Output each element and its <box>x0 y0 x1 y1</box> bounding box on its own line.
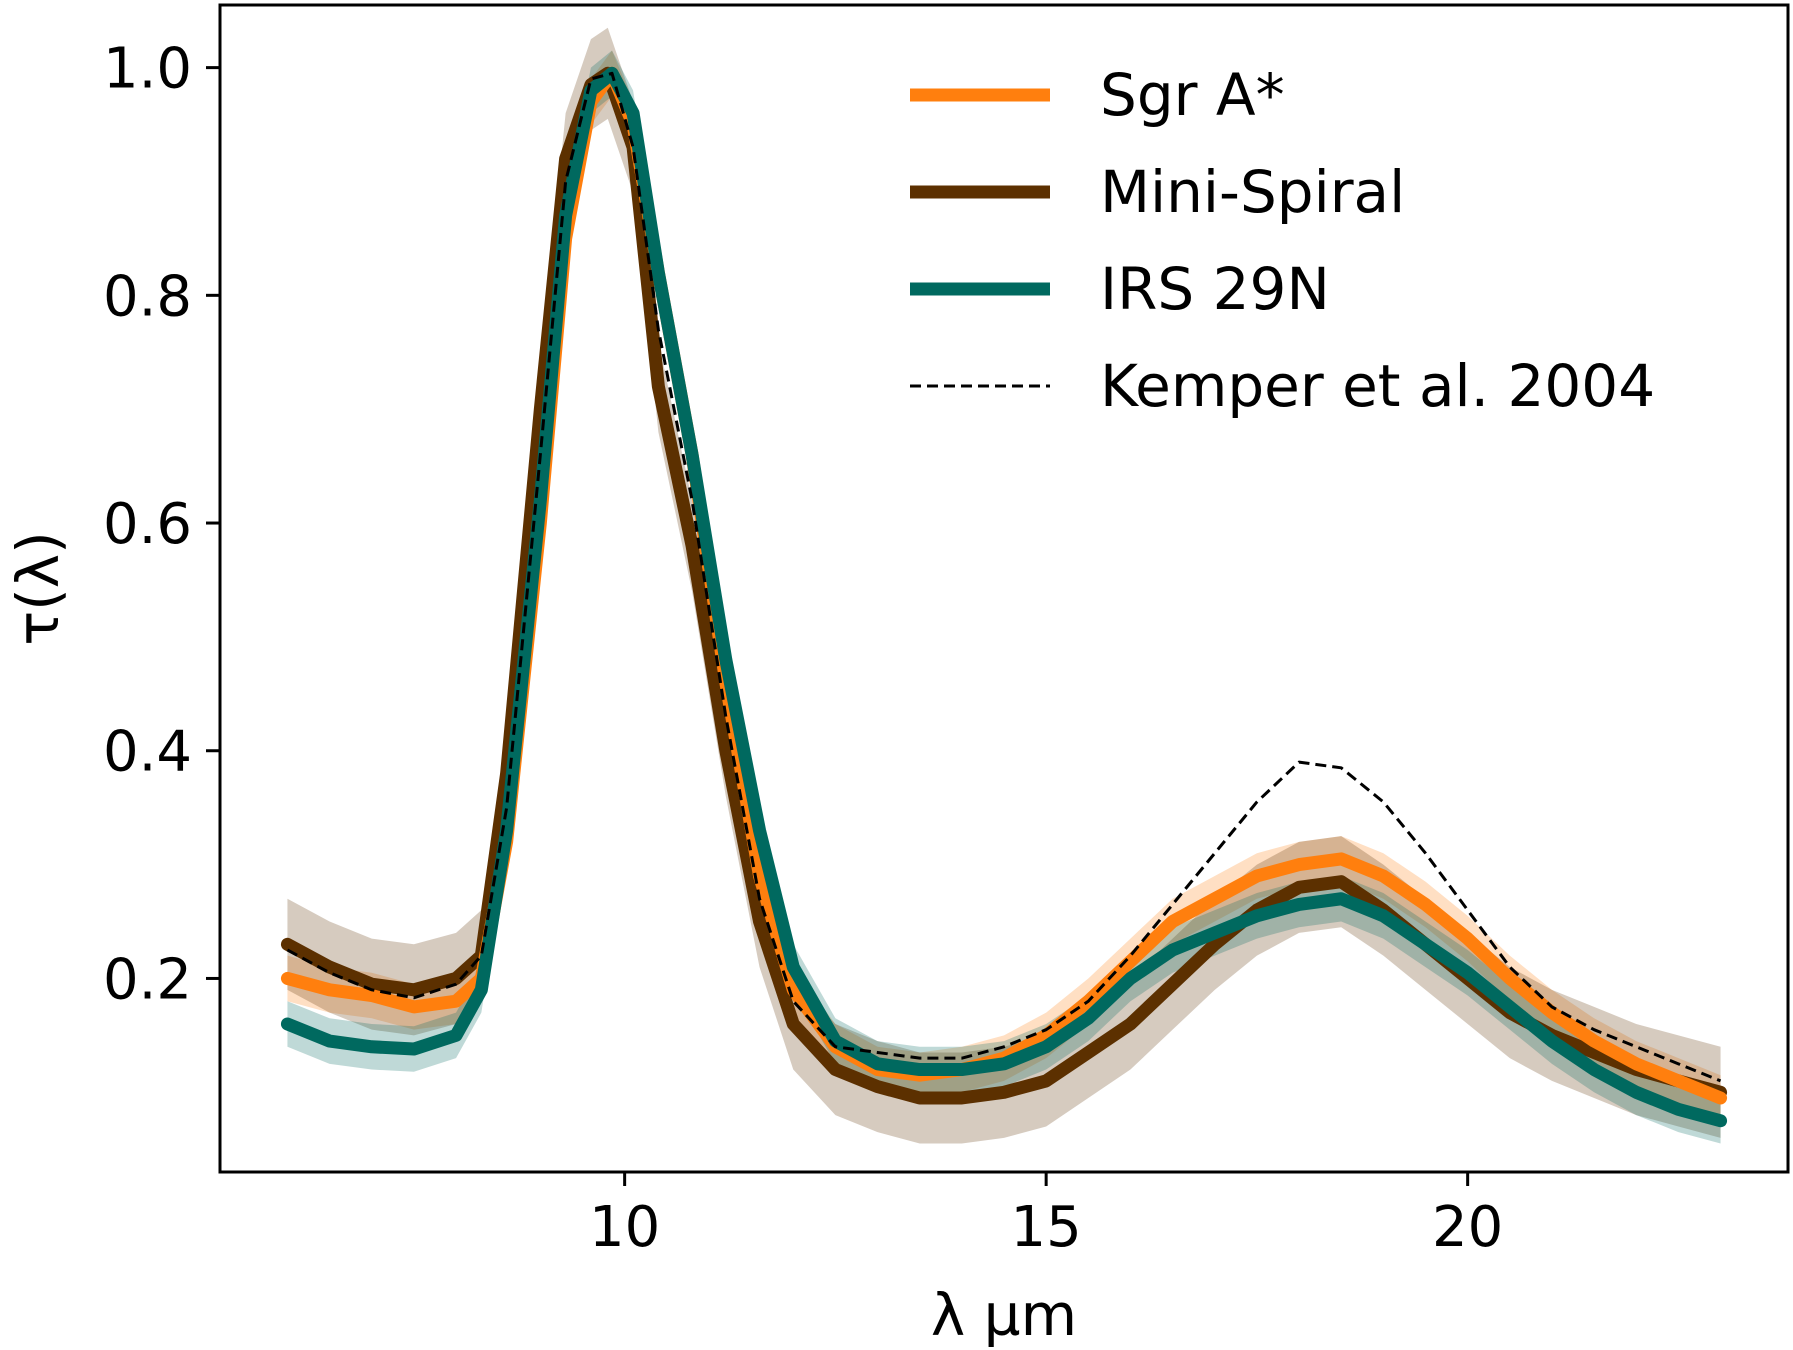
x-tick-label-10: 10 <box>589 1195 660 1260</box>
x-tick-label-15: 15 <box>1011 1195 1082 1260</box>
legend-label-sgr-a: Sgr A* <box>1100 61 1285 129</box>
y-tick-label-0.2: 0.2 <box>103 947 192 1012</box>
irs-29n-band <box>287 50 1721 1144</box>
legend: Sgr A* Mini-Spiral IRS 29N Kemper et al. 20… <box>910 61 1655 420</box>
legend-label-kemper-et-al-2004: Kemper et al. 2004 <box>1100 352 1655 420</box>
plot-frame <box>218 3 1790 1174</box>
series-lines <box>280 66 1728 1128</box>
legend-label-irs-29n: IRS 29N <box>1100 255 1330 323</box>
sgr-a-band <box>287 50 1721 1121</box>
x-tick-label-20: 20 <box>1432 1195 1503 1260</box>
kemper-et-al-2004-line <box>286 71 1722 1083</box>
y-tick-label-0.6: 0.6 <box>103 492 192 557</box>
x-axis-label: λ µm <box>931 1281 1077 1349</box>
y-axis-label: τ(λ) <box>4 531 72 646</box>
mini-spiral-line <box>280 66 1728 1105</box>
x-axis: 10 15 20 <box>589 1172 1503 1260</box>
irs-29n-line <box>280 66 1728 1128</box>
y-axis: 0.2 0.4 0.6 0.8 1.0 <box>103 37 220 1012</box>
y-tick-label-1: 1.0 <box>103 37 192 102</box>
legend-label-mini-spiral: Mini-Spiral <box>1100 158 1405 226</box>
y-tick-label-0.8: 0.8 <box>103 264 192 329</box>
sgr-a-line <box>280 66 1728 1105</box>
y-tick-label-0.4: 0.4 <box>103 720 192 785</box>
